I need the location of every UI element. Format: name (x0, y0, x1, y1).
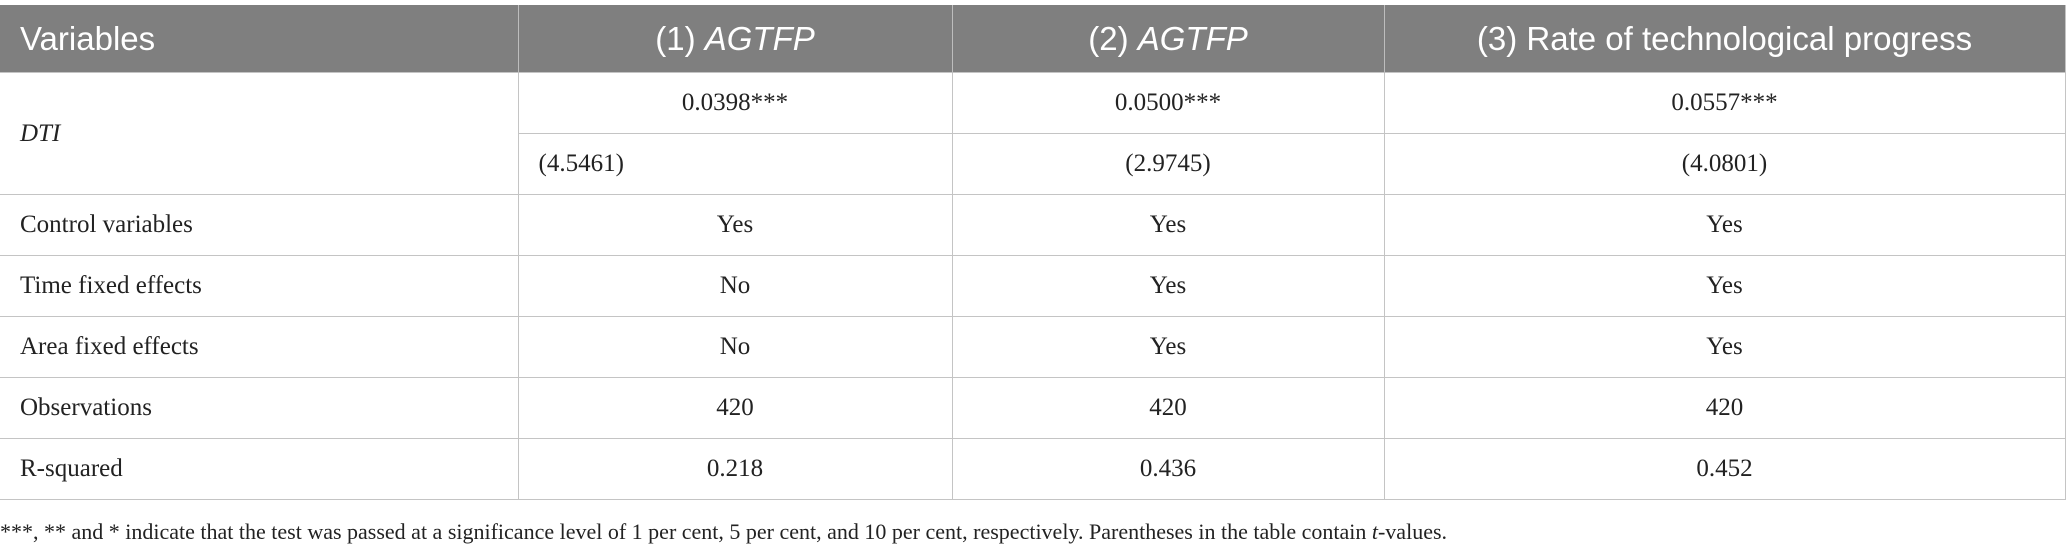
header-cell: (3) Rate of technological progress (1383, 5, 2066, 73)
table-row: (4.5461) (2.9745) (4.0801) (0, 133, 2066, 195)
cell: Yes (1383, 255, 2066, 317)
cell: No (517, 316, 953, 378)
table-row: Observations 420 420 420 (0, 377, 2066, 439)
cell: (4.0801) (1383, 133, 2066, 195)
header-number: (3) (1476, 19, 1518, 57)
table-row: DTI 0.0398*** 0.0500*** 0.0557*** (0, 72, 2066, 195)
cell: 0.0500*** (951, 72, 1385, 134)
cell: Yes (517, 194, 953, 256)
row-label: Control variables (0, 194, 519, 256)
cell: Yes (1383, 316, 2066, 378)
cell: 0.436 (951, 438, 1385, 500)
cell: 0.218 (517, 438, 953, 500)
footnote-italic: t (1371, 519, 1378, 544)
cell: Yes (951, 255, 1385, 317)
cell: Yes (951, 316, 1385, 378)
header-name: Rate of technological progress (1526, 19, 1973, 57)
table-row: Control variables Yes Yes Yes (0, 194, 2066, 256)
header-row: Variables (1) AGTFP (2) AGTFP (3) Rate o… (0, 5, 2066, 73)
cell: Yes (1383, 194, 2066, 256)
footnote-text: ***, ** and * indicate that the test was… (0, 519, 1367, 544)
cell: No (517, 255, 953, 317)
cell: Yes (951, 194, 1385, 256)
row-label: Area fixed effects (0, 316, 519, 378)
results-table: Variables (1) AGTFP (2) AGTFP (3) Rate o… (0, 5, 2066, 500)
header-number: (1) (655, 19, 696, 57)
cell: 0.0557*** (1383, 72, 2066, 134)
header-name: AGTFP (704, 19, 815, 57)
cell: 420 (517, 377, 953, 439)
cell: 0.452 (1383, 438, 2066, 500)
header-cell: (2) AGTFP (951, 5, 1384, 73)
cell: 0.0398*** (517, 72, 953, 134)
row-label: Time fixed effects (0, 255, 519, 317)
row-label: Observations (0, 377, 519, 439)
table-row: Time fixed effects No Yes Yes (0, 255, 2066, 317)
table-body: DTI 0.0398*** 0.0500*** 0.0557*** (4.5461) (2… (0, 72, 2066, 500)
row-label: DTI (0, 72, 519, 195)
footnote-text: -values. (1377, 519, 1448, 544)
footnote: ***, ** and * indicate that the test was… (0, 519, 1447, 545)
cell: 420 (1383, 377, 2066, 439)
table-row: Area fixed effects No Yes Yes (0, 316, 2066, 378)
row-label: R-squared (0, 438, 519, 500)
header-number: (2) (1088, 19, 1129, 57)
header-cell: (1) AGTFP (517, 5, 952, 73)
table-row: R-squared 0.218 0.436 0.452 (0, 438, 2066, 500)
cell: 420 (951, 377, 1385, 439)
row-label-text: DTI (20, 119, 61, 147)
header-cell: Variables (0, 5, 518, 73)
cell: (2.9745) (951, 133, 1385, 195)
header-name: AGTFP (1137, 19, 1248, 57)
cell: (4.5461) (518, 133, 953, 195)
